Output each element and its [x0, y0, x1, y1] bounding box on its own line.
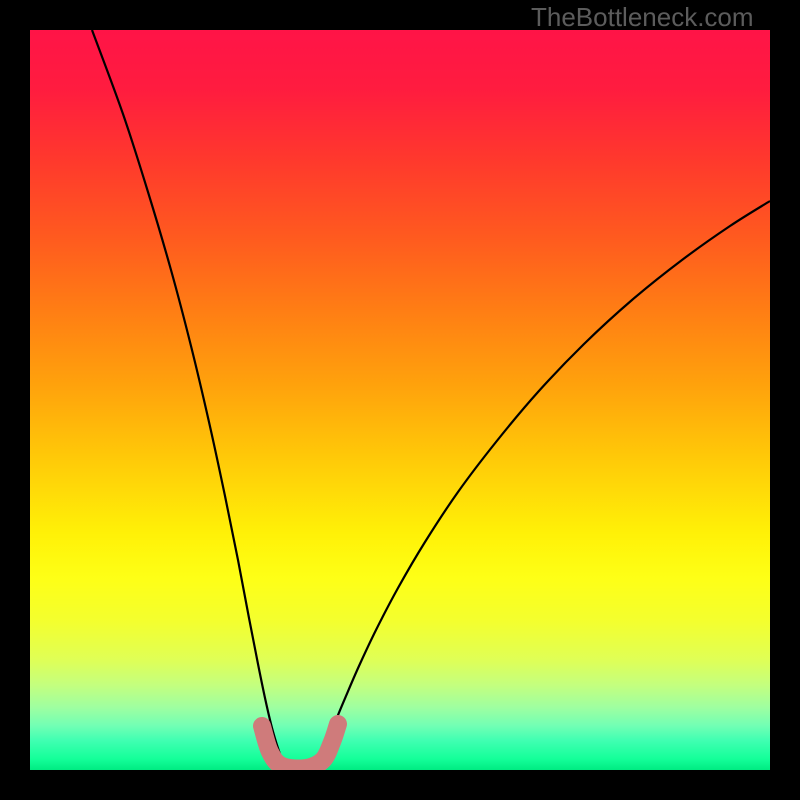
watermark-label: TheBottleneck.com [531, 2, 754, 33]
gradient-background [30, 30, 770, 770]
plot-area [30, 30, 770, 770]
plot-svg [30, 30, 770, 770]
